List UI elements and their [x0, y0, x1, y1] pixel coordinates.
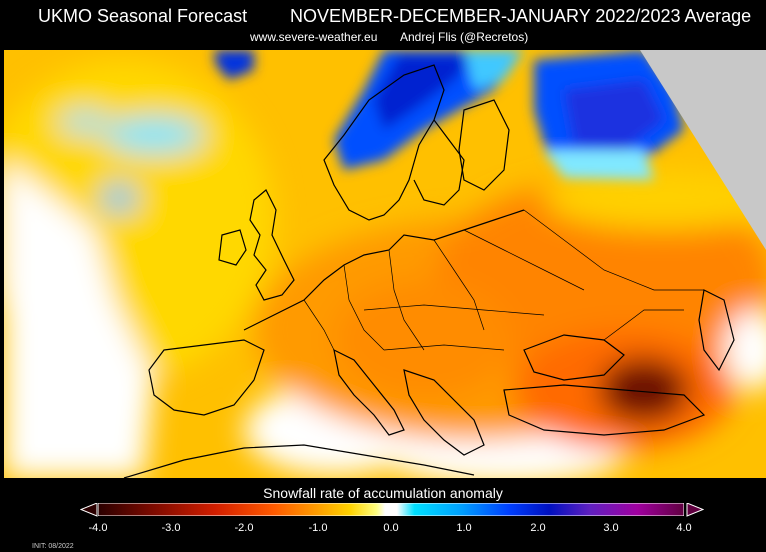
anomaly-field: [4, 60, 766, 478]
legend-title: Snowfall rate of accumulation anomaly: [263, 485, 503, 501]
country-borders: [303, 209, 704, 351]
coastlines: [123, 64, 735, 478]
europe-map-svg: [4, 50, 766, 478]
colorbar-left-arrow: [80, 503, 98, 517]
positive-anomaly-patches: [214, 50, 684, 180]
colorbar-right-arrow: [686, 503, 704, 517]
site-credit: www.severe-weather.eu: [250, 30, 378, 44]
tick-label: 2.0: [530, 522, 546, 534]
anomaly-map: [4, 50, 766, 478]
colorbar: [98, 503, 684, 516]
period-title: NOVEMBER-DECEMBER-JANUARY 2022/2023 Aver…: [290, 6, 752, 26]
forecast-title: UKMO Seasonal Forecast: [38, 6, 248, 26]
tick-label: 0.0: [383, 522, 399, 534]
tick-label: -2.0: [234, 522, 254, 534]
tick-label: 1.0: [456, 522, 472, 534]
init-date: INIT: 08/2022: [32, 543, 74, 550]
subtitle-bar: www.severe-weather.eu Andrej Flis (@Recr…: [0, 30, 766, 46]
tick-label: -1.0: [308, 522, 328, 534]
tick-label: 3.0: [603, 522, 619, 534]
tick-label: -3.0: [161, 522, 181, 534]
tick-label: 4.0: [676, 522, 692, 534]
title-bar: UKMO Seasonal Forecast NOVEMBER-DECEMBER…: [0, 4, 766, 30]
no-data-area: [640, 50, 766, 250]
tick-label: -4.0: [88, 522, 108, 534]
author-credit: Andrej Flis (@Recretos): [400, 30, 529, 44]
